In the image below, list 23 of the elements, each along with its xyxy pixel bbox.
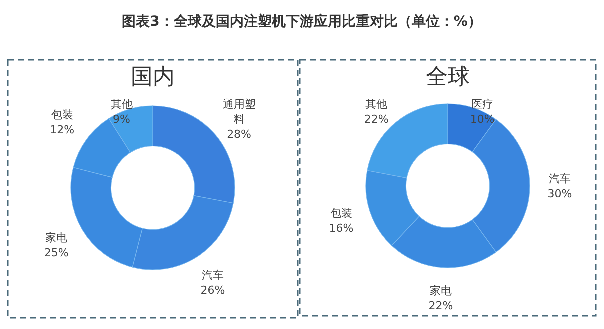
data-label: 26% <box>200 284 226 298</box>
data-label: 22% <box>428 299 454 312</box>
chart-subtitle: 国内 <box>131 65 175 90</box>
slice-label: 包装 <box>330 207 352 220</box>
slice-label: 其他 <box>110 98 133 111</box>
data-label: 22% <box>364 113 389 126</box>
slice-label: 家电 <box>46 232 68 245</box>
text: 图表3：全球及国内注塑机下游应用比重对比（单位：%） <box>122 13 482 30</box>
slice-label: 汽车 <box>549 172 571 186</box>
chart-title: 全球 <box>426 65 470 90</box>
slice-label: 通用塑料 <box>222 98 256 126</box>
data-label: 30% <box>548 188 572 200</box>
data-label: 25% <box>44 246 69 260</box>
slice-label: 家电 <box>430 284 452 298</box>
data-label: 9% <box>113 113 130 126</box>
slice-label: 汽车 <box>202 269 224 282</box>
slice-label: 其他 <box>366 98 388 111</box>
slice-label: 包装 <box>51 108 74 122</box>
slice-label: 医疗 <box>472 98 494 111</box>
data-label: 28% <box>227 128 252 141</box>
data-label: 10% <box>470 113 495 126</box>
data-label: 12% <box>50 124 75 137</box>
data-label: 16% <box>329 222 354 236</box>
